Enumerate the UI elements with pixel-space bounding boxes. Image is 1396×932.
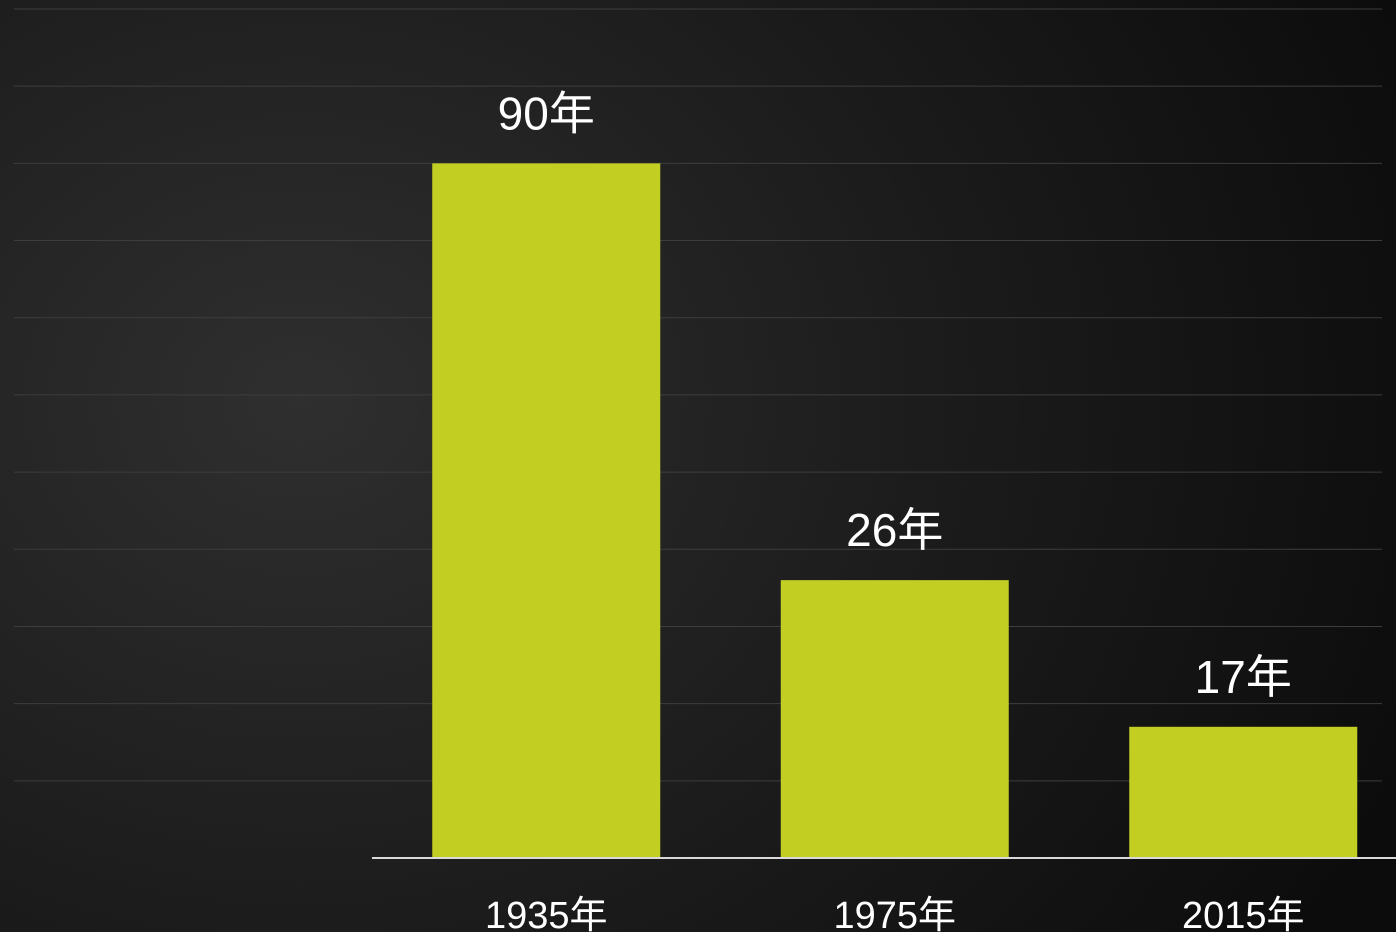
bars: [432, 163, 1358, 858]
data-label: 90年: [498, 87, 595, 139]
x-tick-label: 1975年: [833, 895, 956, 932]
bar: [1129, 726, 1358, 858]
bar: [780, 580, 1009, 858]
x-tick-label: 2015年: [1182, 895, 1305, 932]
bar: [432, 163, 661, 858]
data-label: 26年: [846, 504, 943, 556]
x-tick-labels: 1935年 1975年 2015年: [485, 895, 1305, 932]
data-labels: 90年 26年 17年: [498, 87, 1292, 702]
x-tick-label: 1935年: [485, 895, 608, 932]
data-label: 17年: [1195, 651, 1292, 703]
gridlines: [14, 8, 1382, 782]
